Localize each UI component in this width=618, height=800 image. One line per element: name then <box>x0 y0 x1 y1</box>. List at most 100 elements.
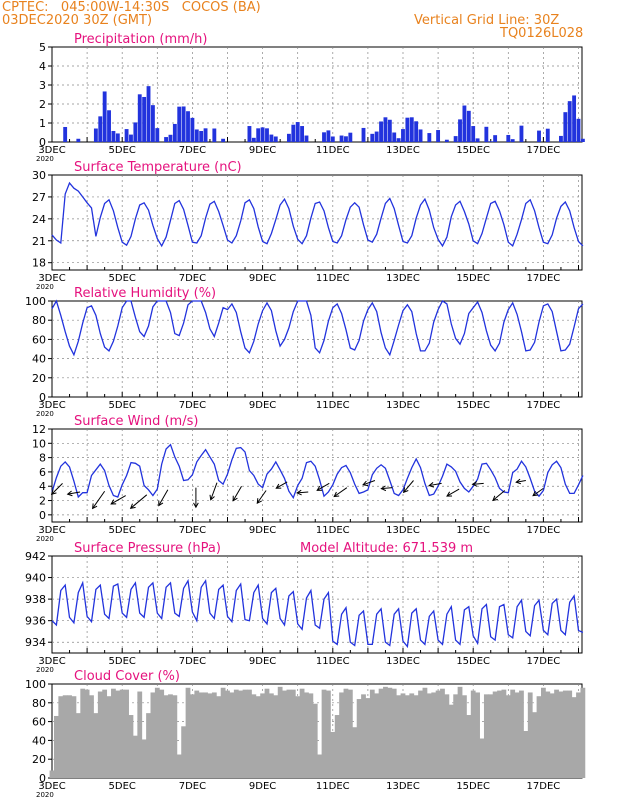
series-line <box>51 181 584 248</box>
cloud-cover-bar <box>523 731 529 778</box>
precip-bar <box>383 117 388 142</box>
wind-arrow <box>362 480 376 486</box>
cloud-cover-bar <box>220 687 226 778</box>
cloud-cover-bar <box>483 694 489 778</box>
wind-arrow-head <box>129 503 136 509</box>
wind-arrow-head <box>209 494 215 501</box>
cloud-cover-bar <box>462 695 467 778</box>
precip-bar <box>326 130 331 142</box>
cloud-cover-bar <box>466 715 472 778</box>
series-line <box>51 299 584 357</box>
cloud-cover-bar <box>418 690 423 778</box>
precip-bar <box>137 94 142 142</box>
wind-arrow-head <box>362 480 369 487</box>
precip-bar <box>475 138 480 142</box>
cloud-cover-bar <box>264 688 270 778</box>
cloud-cover-bar <box>273 695 279 778</box>
precip-bar <box>488 141 493 142</box>
cloud-cover-bar <box>67 695 72 778</box>
precip-bar <box>300 126 305 142</box>
cloud-cover-bar <box>580 687 586 778</box>
cloud-cover-bar <box>238 690 244 778</box>
precip-bar <box>559 135 563 142</box>
x-tick-label: 13DEC <box>386 145 420 156</box>
precip-bar <box>414 121 419 142</box>
header-run-time: 03DEC2020 30Z (GMT) <box>2 13 153 28</box>
cloud-cover-bar <box>71 696 77 778</box>
cloud-cover-bar <box>286 689 292 778</box>
wind-arrow <box>67 491 81 495</box>
panel-title: Surface Temperature (nC) <box>74 160 242 175</box>
wind-arrow-head <box>275 483 282 489</box>
precip-bar <box>186 111 190 142</box>
y-tick-label: 938 <box>25 593 46 606</box>
precip-bar <box>405 117 410 142</box>
wind-arrow <box>130 494 148 509</box>
cloud-cover-bar <box>396 695 401 778</box>
precip-bar <box>172 123 177 142</box>
cloud-cover-bar <box>268 693 274 778</box>
y-tick-label: 60 <box>32 333 46 346</box>
cloud-cover-bar <box>527 692 533 778</box>
precip-bar <box>409 117 414 142</box>
precip-bar <box>563 112 568 142</box>
precip-bar <box>576 118 581 142</box>
cloud-cover-bar <box>365 698 371 778</box>
y-tick-label: 60 <box>32 716 46 729</box>
y-tick-label: 0 <box>39 391 46 404</box>
precip-bar <box>124 129 129 142</box>
cloud-cover-bar <box>532 712 538 778</box>
precip-bar <box>401 129 405 142</box>
cloud-cover-bar <box>404 695 410 778</box>
cloud-cover-bar <box>211 692 217 778</box>
x-tick-label: 9DEC <box>249 525 276 536</box>
y-tick-label: 2 <box>39 98 46 111</box>
precip-bar <box>93 128 98 142</box>
panel-5 <box>48 683 586 779</box>
cloud-cover-bar <box>505 695 511 778</box>
panel-frame <box>51 46 583 143</box>
precip-bar <box>344 136 348 142</box>
wind-arrow-head <box>193 502 199 509</box>
x-tick-label: 9DEC <box>249 145 276 156</box>
x-tick-label: 5DEC <box>109 781 136 792</box>
cloud-cover-bar <box>558 691 564 778</box>
wind-arrow-head <box>66 490 73 497</box>
cloud-cover-bar <box>53 715 59 778</box>
precip-bar <box>418 129 423 142</box>
cloud-cover-bar <box>150 692 156 778</box>
cloud-cover-bar <box>255 696 261 778</box>
x-tick-label: 9DEC <box>249 781 276 792</box>
x-year-label: 2020 <box>36 283 54 291</box>
x-tick-label: 7DEC <box>179 656 206 667</box>
cloud-cover-bar <box>282 690 287 778</box>
wind-arrow <box>429 482 442 487</box>
precip-bar <box>567 101 572 142</box>
cloud-cover-bar <box>80 688 86 778</box>
x-tick-label: 5DEC <box>109 400 136 411</box>
cloud-cover-bar <box>141 739 147 778</box>
cloud-cover-bar <box>479 738 485 778</box>
y-tick-label: 80 <box>32 314 46 327</box>
cloud-cover-bar <box>321 689 327 778</box>
cloud-cover-bar <box>49 770 55 778</box>
cloud-cover-bar <box>93 713 99 778</box>
precip-bar <box>295 122 300 142</box>
x-tick-label: 11DEC <box>316 400 350 411</box>
cloud-cover-bar <box>361 694 366 778</box>
cloud-cover-bar <box>501 689 507 778</box>
cloud-cover-bar <box>413 695 419 778</box>
cloud-cover-bar <box>312 703 318 778</box>
precip-bar <box>107 110 111 142</box>
x-tick-label: 7DEC <box>179 273 206 284</box>
precip-bar <box>177 106 182 142</box>
cloud-cover-bar <box>536 696 542 778</box>
panel-title: Cloud Cover (%) <box>74 669 180 684</box>
precip-bar <box>190 117 195 142</box>
y-tick-label: 4 <box>39 60 46 73</box>
cloud-cover-bar <box>75 713 81 778</box>
y-tick-label: 934 <box>25 636 46 649</box>
y-tick-label: 2 <box>39 495 46 508</box>
cloud-cover-bar <box>378 688 384 778</box>
precip-bar <box>212 128 217 142</box>
